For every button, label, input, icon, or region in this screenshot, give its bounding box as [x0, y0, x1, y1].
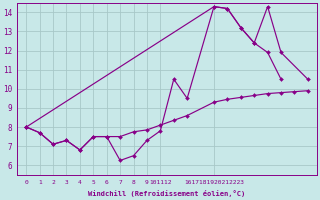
X-axis label: Windchill (Refroidissement éolien,°C): Windchill (Refroidissement éolien,°C)	[88, 190, 246, 197]
